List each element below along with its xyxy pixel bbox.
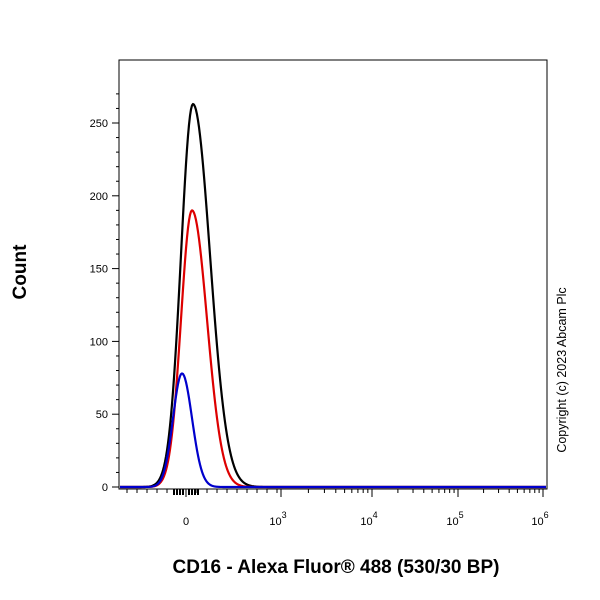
axis-ticks: 0 50 100 150 200 250 0 103 104 105 106 [90,93,549,528]
y-tick-label: 150 [90,264,108,276]
x-tick-label: 106 [531,510,548,528]
histogram-series-2 [119,209,547,489]
histogram-series-1 [119,102,547,489]
x-axis-title: CD16 - Alexa Fluor® 488 (530/30 BP) [173,557,500,578]
x-tick-label: 0 [183,516,189,528]
plot-frame [118,59,548,490]
histogram-curves [119,102,547,489]
y-tick-label: 250 [90,118,108,130]
x-tick-label: 105 [446,510,463,528]
histogram-series-3 [119,372,547,489]
y-tick-label: 100 [90,336,108,348]
x-tick-label: 103 [269,510,286,528]
y-axis-title: Count [10,244,31,300]
copyright-annotation: Copyright (c) 2023 Abcam Plc [555,287,569,452]
y-tick-label: 0 [102,482,108,494]
x-tick-label: 104 [360,510,377,528]
y-tick-label: 50 [96,409,108,421]
y-tick-label: 200 [90,191,108,203]
